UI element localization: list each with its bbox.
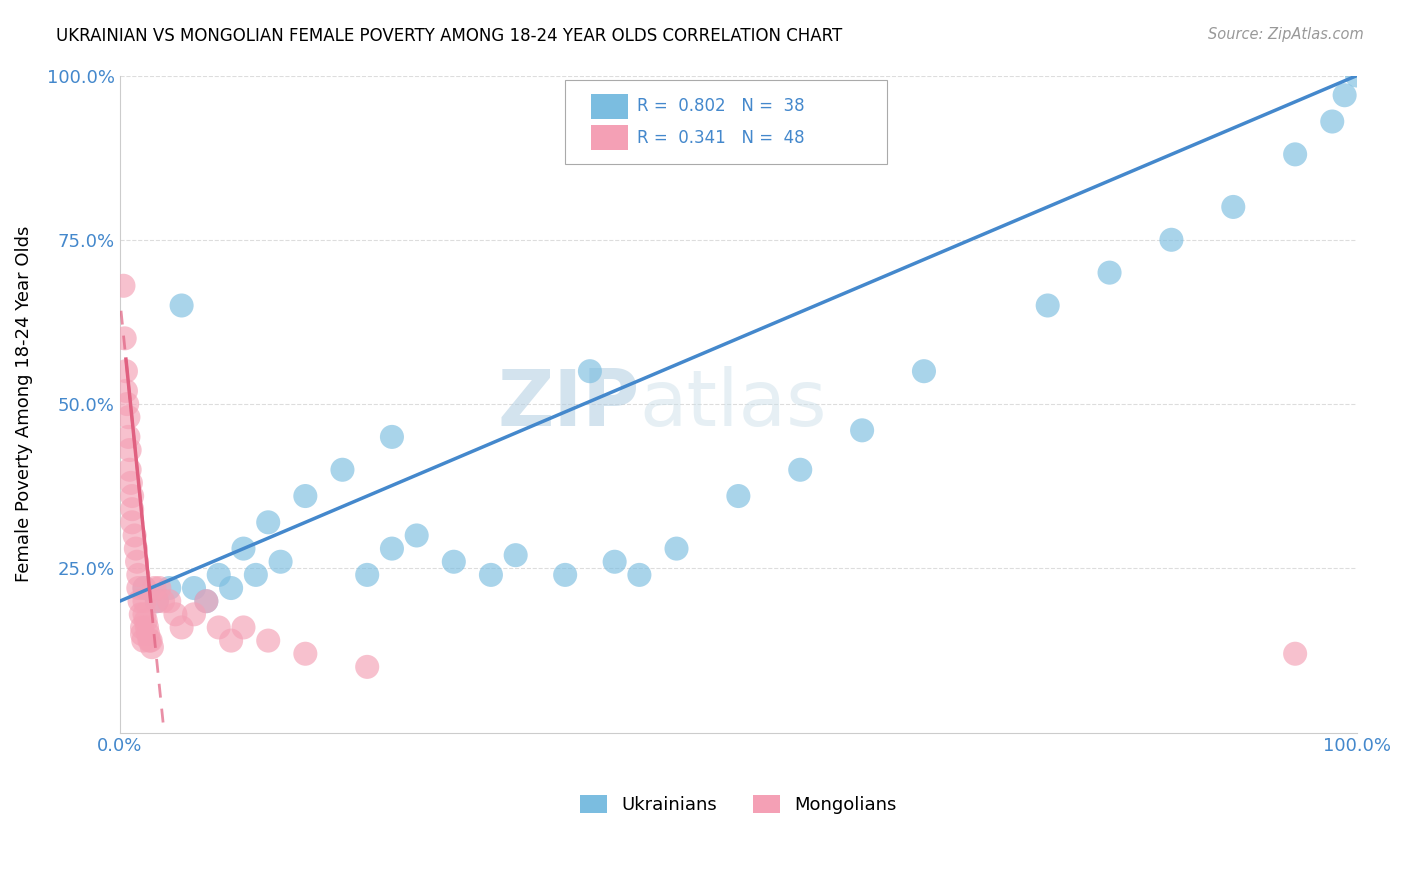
Point <box>117 430 139 444</box>
Point <box>115 384 138 398</box>
Point <box>157 594 180 608</box>
Point <box>131 627 153 641</box>
Y-axis label: Female Poverty Among 18-24 Year Olds: Female Poverty Among 18-24 Year Olds <box>15 226 32 582</box>
Point <box>114 331 136 345</box>
Point <box>121 516 143 530</box>
Point <box>219 581 242 595</box>
Point <box>579 364 602 378</box>
Point <box>124 528 146 542</box>
Point <box>270 555 292 569</box>
Point <box>120 475 142 490</box>
Point <box>789 463 811 477</box>
Point <box>1036 298 1059 312</box>
Point <box>554 567 576 582</box>
Point <box>121 502 143 516</box>
Point <box>148 581 170 595</box>
Point <box>1322 114 1344 128</box>
Point <box>1333 88 1355 103</box>
Point <box>195 594 218 608</box>
Point <box>195 594 218 608</box>
Point <box>170 298 193 312</box>
Point <box>851 423 873 437</box>
Point <box>232 620 254 634</box>
Point <box>128 594 150 608</box>
Text: R =  0.802   N =  38: R = 0.802 N = 38 <box>637 97 804 115</box>
Point <box>356 660 378 674</box>
Point <box>152 594 174 608</box>
Text: atlas: atlas <box>640 366 827 442</box>
Point <box>1346 69 1368 83</box>
Point <box>356 567 378 582</box>
Point <box>381 430 404 444</box>
Point <box>115 364 138 378</box>
Text: UKRAINIAN VS MONGOLIAN FEMALE POVERTY AMONG 18-24 YEAR OLDS CORRELATION CHART: UKRAINIAN VS MONGOLIAN FEMALE POVERTY AM… <box>56 27 842 45</box>
Point <box>129 607 152 622</box>
Point <box>157 581 180 595</box>
Point <box>245 567 267 582</box>
FancyBboxPatch shape <box>591 126 628 151</box>
Point <box>117 410 139 425</box>
Point <box>136 620 159 634</box>
Point <box>134 581 156 595</box>
Point <box>505 548 527 562</box>
Text: ZIP: ZIP <box>498 366 640 442</box>
Point <box>1284 647 1306 661</box>
Point <box>134 594 156 608</box>
FancyBboxPatch shape <box>565 80 887 164</box>
Point <box>628 567 651 582</box>
Point <box>136 627 159 641</box>
Point <box>143 581 166 595</box>
Point <box>118 443 141 458</box>
Point <box>135 614 157 628</box>
Point <box>165 607 187 622</box>
Text: R =  0.341   N =  48: R = 0.341 N = 48 <box>637 129 804 147</box>
Point <box>146 594 169 608</box>
Point <box>1284 147 1306 161</box>
Point <box>141 640 163 655</box>
Point <box>125 555 148 569</box>
Point <box>138 633 160 648</box>
Point <box>603 555 626 569</box>
Point <box>118 463 141 477</box>
Point <box>134 607 156 622</box>
Point <box>131 620 153 634</box>
Point <box>479 567 502 582</box>
Point <box>183 581 205 595</box>
Point <box>127 567 149 582</box>
Point <box>134 581 156 595</box>
Point <box>1098 266 1121 280</box>
Point <box>183 607 205 622</box>
Point <box>294 489 316 503</box>
Point <box>127 581 149 595</box>
Point <box>912 364 935 378</box>
Point <box>1222 200 1244 214</box>
Legend: Ukrainians, Mongolians: Ukrainians, Mongolians <box>572 788 904 822</box>
Point <box>232 541 254 556</box>
Point <box>257 516 280 530</box>
Point <box>170 620 193 634</box>
Point <box>132 633 155 648</box>
Point <box>332 463 354 477</box>
Point <box>208 620 231 634</box>
Point <box>405 528 427 542</box>
Point <box>219 633 242 648</box>
FancyBboxPatch shape <box>591 94 628 119</box>
Point <box>1160 233 1182 247</box>
Point <box>112 278 135 293</box>
Point <box>208 567 231 582</box>
Point <box>121 489 143 503</box>
Point <box>727 489 749 503</box>
Point <box>146 594 169 608</box>
Point <box>139 633 162 648</box>
Text: Source: ZipAtlas.com: Source: ZipAtlas.com <box>1208 27 1364 42</box>
Point <box>665 541 688 556</box>
Point <box>257 633 280 648</box>
Point <box>115 397 138 411</box>
Point <box>381 541 404 556</box>
Point <box>443 555 465 569</box>
Point <box>125 541 148 556</box>
Point <box>294 647 316 661</box>
